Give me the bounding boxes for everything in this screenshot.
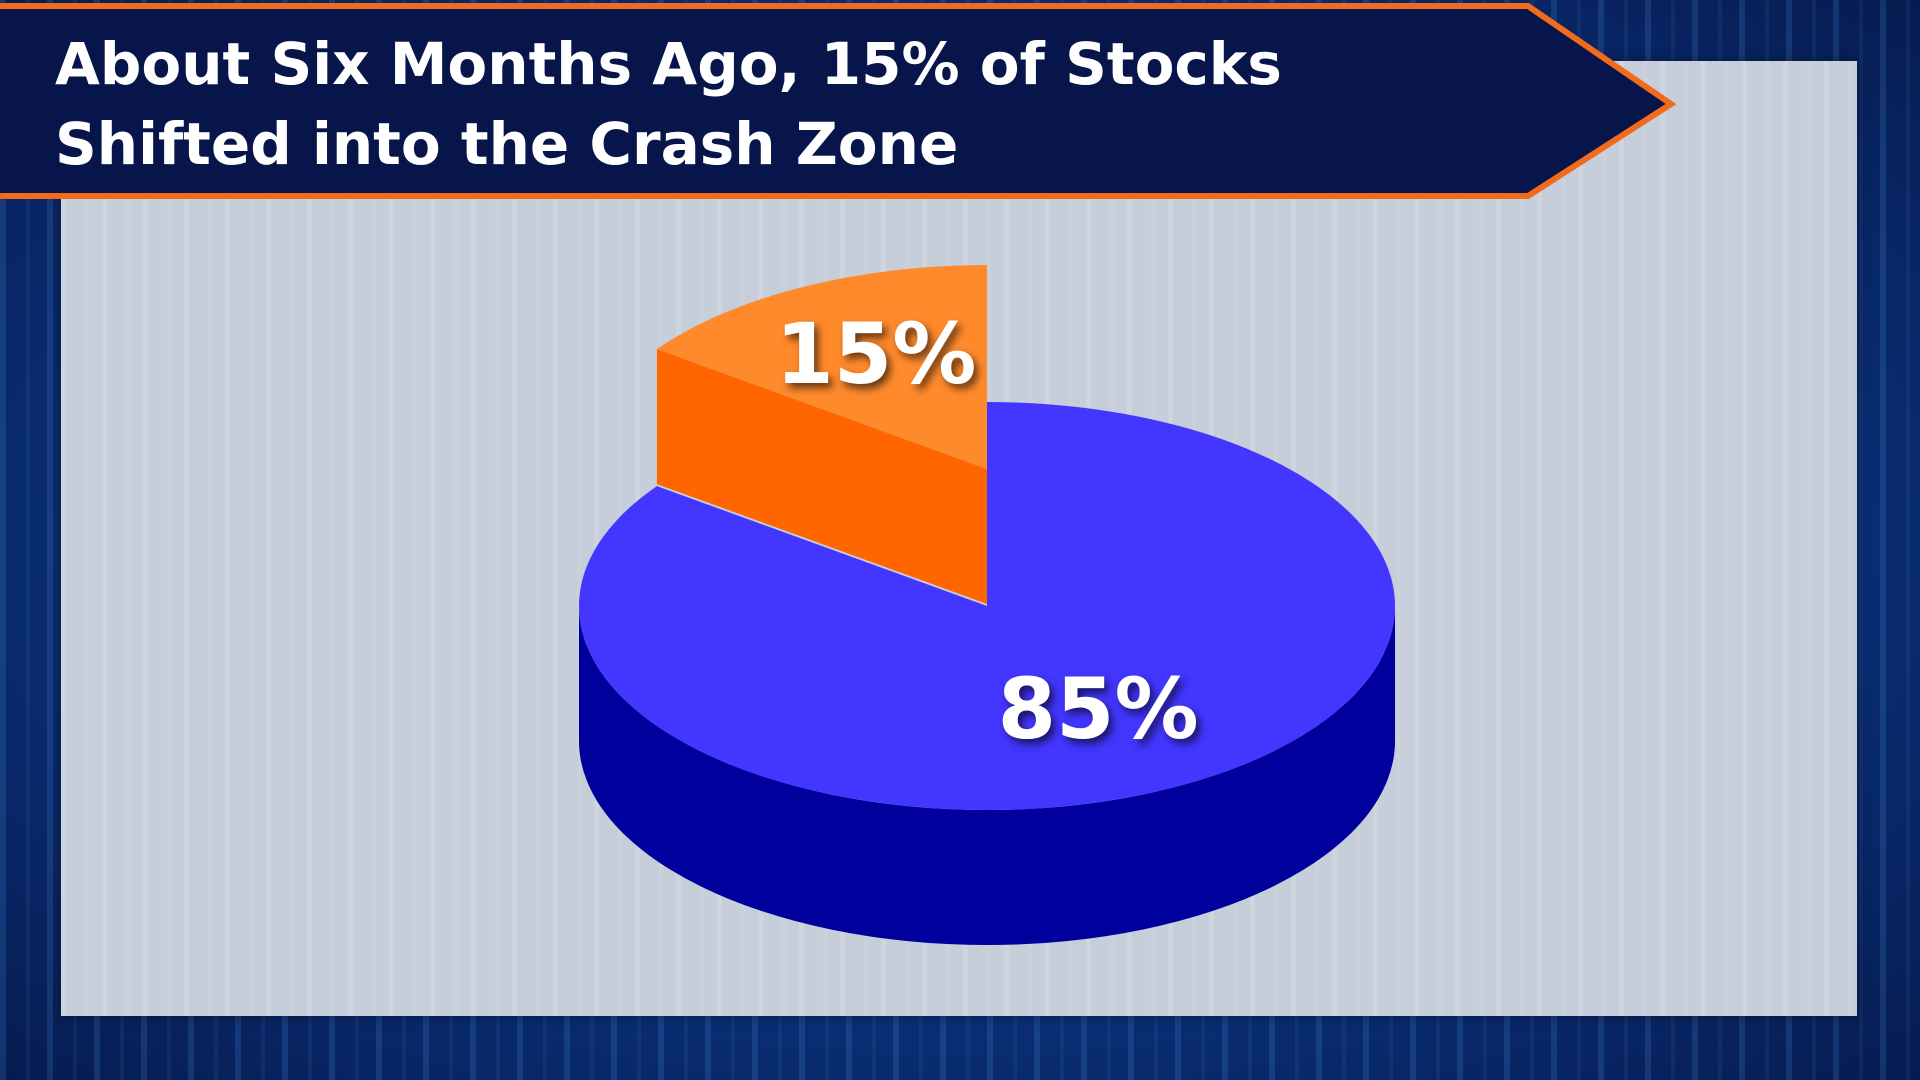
data-label: 15% bbox=[775, 305, 976, 403]
slice bbox=[579, 402, 1395, 810]
slice-side bbox=[656, 349, 987, 604]
data-label: 85% bbox=[998, 660, 1199, 758]
slice bbox=[656, 265, 987, 469]
title-banner bbox=[0, 3, 1677, 199]
slice-side bbox=[579, 606, 1395, 945]
banner-shape bbox=[0, 3, 1677, 199]
chart-title: About Six Months Ago, 15% of Stocks Shif… bbox=[55, 30, 1282, 178]
